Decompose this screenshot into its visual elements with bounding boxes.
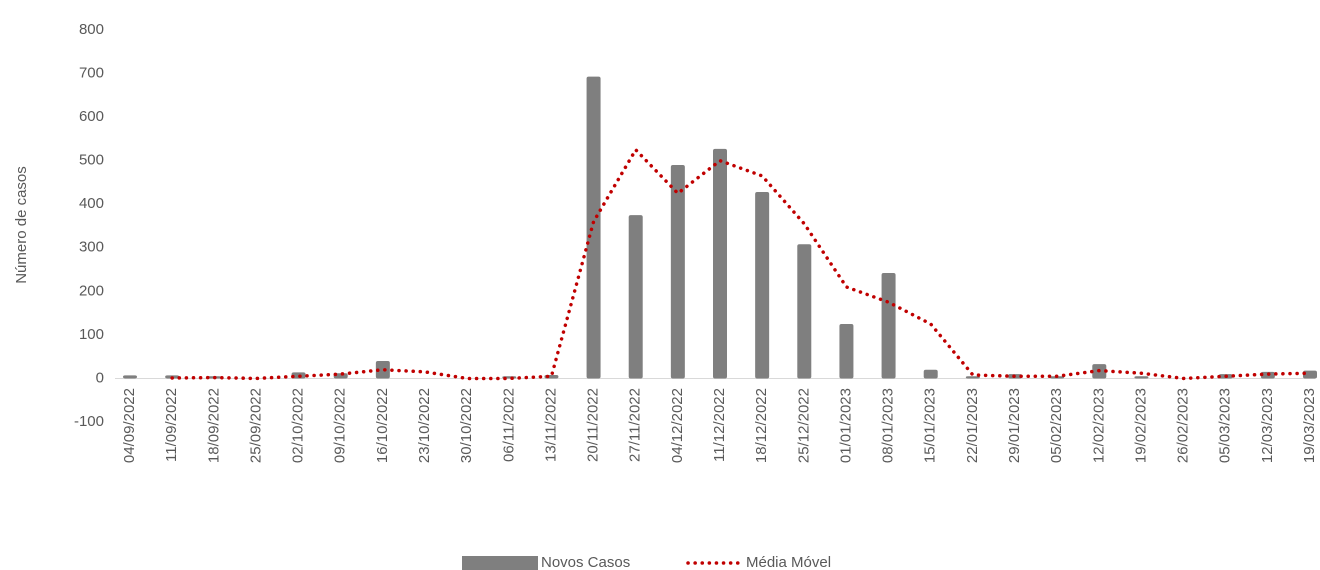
x-tick-label: 19/02/2023 <box>1132 388 1149 463</box>
x-tick-label: 12/02/2023 <box>1090 388 1107 463</box>
x-tick-label: 02/10/2022 <box>290 388 307 463</box>
bar <box>755 192 770 379</box>
x-tick-label: 08/01/2023 <box>880 388 897 463</box>
bar <box>797 244 812 379</box>
x-tick-label: 25/09/2022 <box>247 388 264 463</box>
x-tick-label: 25/12/2022 <box>795 388 812 463</box>
y-axis-label: Número de casos <box>13 166 30 284</box>
bar <box>670 165 685 379</box>
bar <box>586 76 601 379</box>
legend-label: Novos Casos <box>541 554 630 570</box>
x-tick-label: 13/11/2022 <box>542 388 559 462</box>
bar <box>713 148 727 379</box>
x-tick-label: 04/12/2022 <box>669 388 686 463</box>
x-tick-label: 05/02/2023 <box>1048 388 1065 463</box>
x-tick-label: 01/01/2023 <box>837 388 854 463</box>
line <box>170 148 1312 381</box>
bar <box>923 369 938 379</box>
x-tick-label: 22/01/2023 <box>964 388 981 463</box>
y-tick-label: 0 <box>96 369 104 386</box>
bar <box>123 375 137 379</box>
x-tick-label: 20/11/2022 <box>585 388 602 462</box>
x-tick-label: 11/12/2022 <box>711 388 728 462</box>
y-tick-label: 400 <box>79 195 104 212</box>
x-tick-label: 12/03/2023 <box>1259 388 1276 463</box>
y-tick-label: 300 <box>79 239 104 256</box>
bar <box>333 373 348 379</box>
bar <box>839 324 854 379</box>
bar <box>965 376 980 379</box>
x-tick-label: 18/09/2022 <box>205 388 222 463</box>
x-tick-label: 04/09/2022 <box>121 388 138 463</box>
y-tick-label: 200 <box>79 282 104 299</box>
y-tick-label: -100 <box>74 413 104 430</box>
x-tick-label: 23/10/2022 <box>416 388 433 463</box>
x-tick-label: 16/10/2022 <box>374 388 391 463</box>
bar <box>375 361 390 379</box>
x-tick-label: 19/03/2023 <box>1301 388 1318 463</box>
legend-label: Média Móvel <box>746 554 831 570</box>
y-tick-label: 100 <box>79 326 104 343</box>
x-tick-label: 06/11/2022 <box>500 388 517 462</box>
x-tick-label: 11/09/2022 <box>163 388 180 462</box>
y-tick-label: 500 <box>79 152 104 169</box>
x-tick-label: 09/10/2022 <box>332 388 349 463</box>
bar <box>1134 376 1149 379</box>
bar <box>628 215 643 379</box>
x-tick-label: 26/02/2023 <box>1175 388 1192 463</box>
bar <box>1303 370 1317 379</box>
x-tick-label: 15/01/2023 <box>922 388 939 463</box>
y-tick-label: 800 <box>79 21 104 38</box>
bar <box>881 273 896 379</box>
x-tick-label: 27/11/2022 <box>627 388 644 462</box>
x-tick-label: 29/01/2023 <box>1006 388 1023 463</box>
x-tick-label: 05/03/2023 <box>1217 388 1234 463</box>
y-tick-label: 700 <box>79 65 104 82</box>
legend-swatch <box>462 556 538 570</box>
y-tick-label: 600 <box>79 108 104 125</box>
x-tick-label: 18/12/2022 <box>753 388 770 463</box>
x-tick-label: 30/10/2022 <box>458 388 475 463</box>
